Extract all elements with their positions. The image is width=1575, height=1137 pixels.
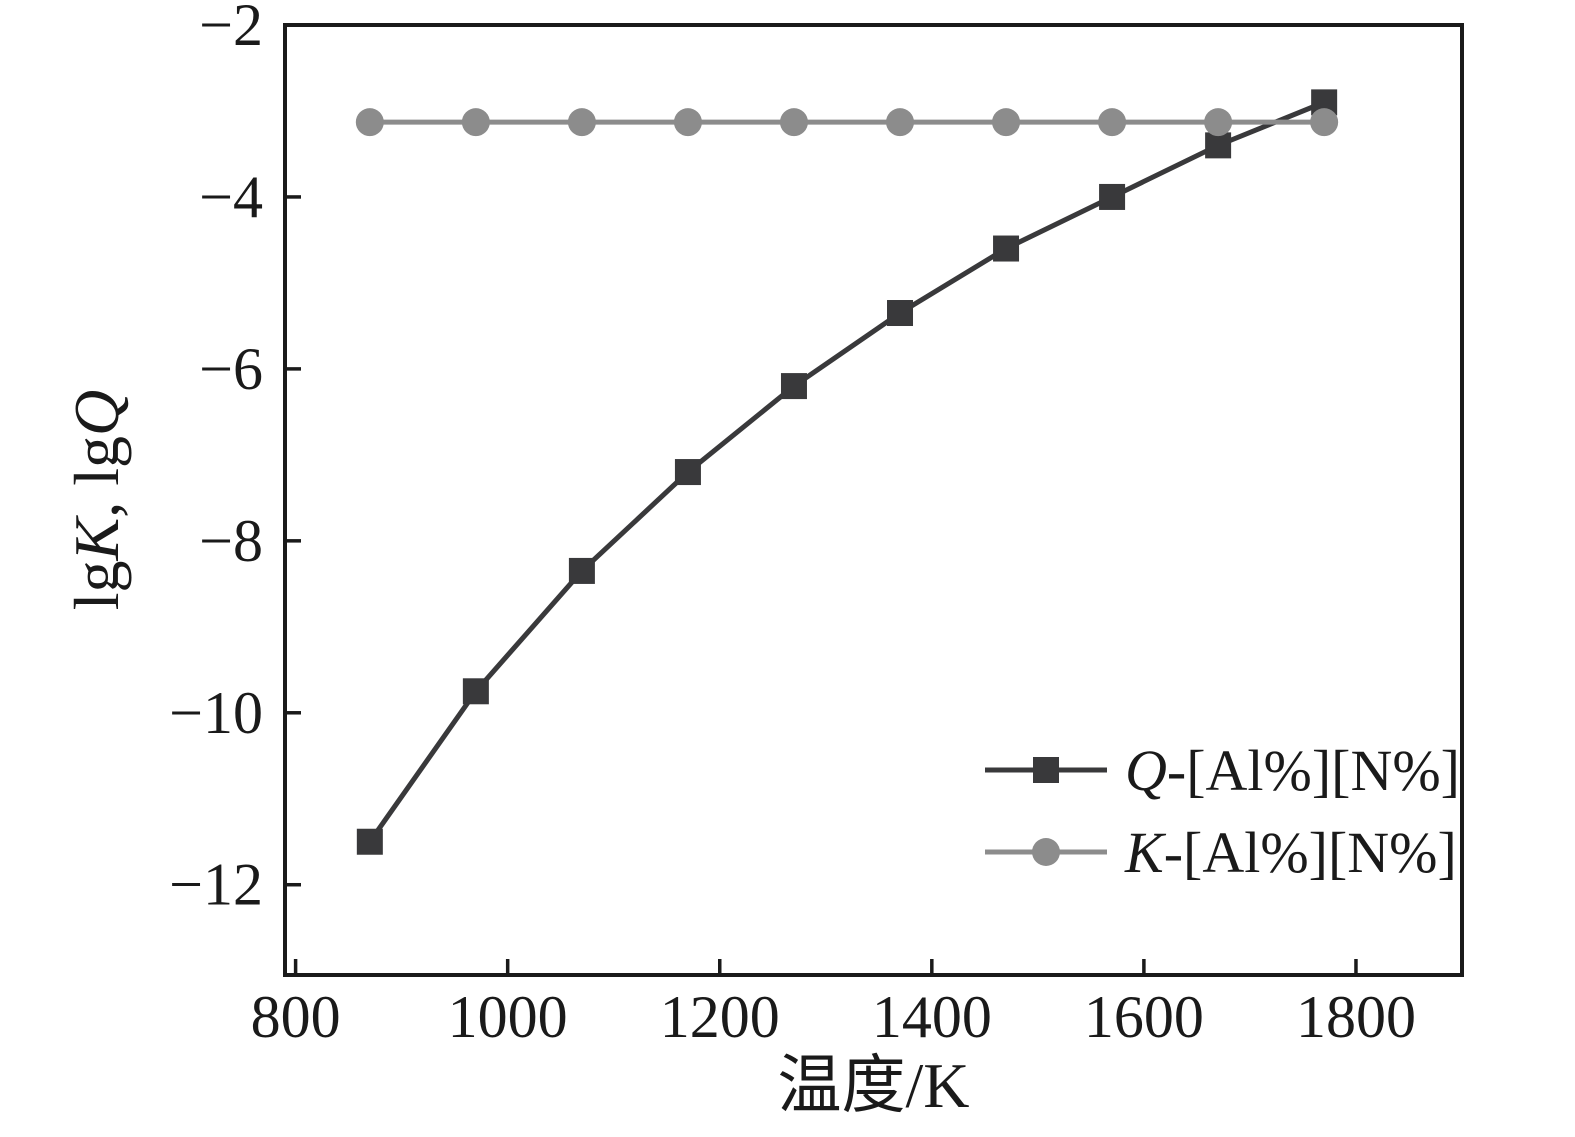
legend-label: K-[Al%][N%]	[1124, 820, 1457, 885]
series-line-0	[367, 100, 1326, 844]
x-tick-label: 800	[251, 984, 341, 1050]
series-marker-circle	[886, 108, 915, 137]
x-tick-label: 1400	[872, 984, 992, 1050]
plot-frame	[283, 23, 1464, 977]
series-marker-square	[887, 300, 914, 327]
x-tick-label: 1200	[660, 984, 780, 1050]
y-tick-label: −6	[199, 336, 263, 402]
legend-marker-square	[1033, 757, 1059, 783]
series-marker-square	[674, 459, 701, 486]
y-tick-label: −4	[199, 164, 263, 230]
series-marker-square	[993, 235, 1020, 262]
x-tick-label: 1600	[1084, 984, 1204, 1050]
legend-marker-circle	[1032, 838, 1060, 866]
x-axis-label: 温度/K	[778, 1050, 970, 1121]
y-tick-label: −12	[169, 852, 263, 918]
x-tick-label: 1000	[448, 984, 568, 1050]
series-marker-circle	[992, 108, 1021, 137]
x-tick-label: 1800	[1296, 984, 1416, 1050]
y-axis-label: lgK, lgQ	[61, 390, 132, 610]
series-marker-circle	[1310, 108, 1339, 137]
series-marker-circle	[673, 108, 702, 137]
legend: Q-[Al%][N%] K-[Al%][N%]	[985, 738, 1460, 885]
y-tick-label: −8	[199, 508, 263, 574]
series-marker-circle	[461, 108, 490, 137]
series-marker-square	[568, 557, 595, 584]
series-marker-circle	[1098, 108, 1127, 137]
series-marker-circle	[355, 108, 384, 137]
series-marker-square	[1205, 132, 1232, 159]
legend-label: Q-[Al%][N%]	[1125, 738, 1460, 803]
y-tick-label: −2	[199, 0, 263, 58]
series-marker-square	[462, 678, 489, 705]
series-marker-square	[356, 828, 383, 855]
series-marker-square	[1099, 183, 1126, 210]
series-marker-circle	[779, 108, 808, 137]
y-tick-label: −10	[169, 680, 263, 746]
series-marker-square	[780, 373, 807, 400]
series-marker-circle	[567, 108, 596, 137]
series-marker-circle	[1204, 108, 1233, 137]
